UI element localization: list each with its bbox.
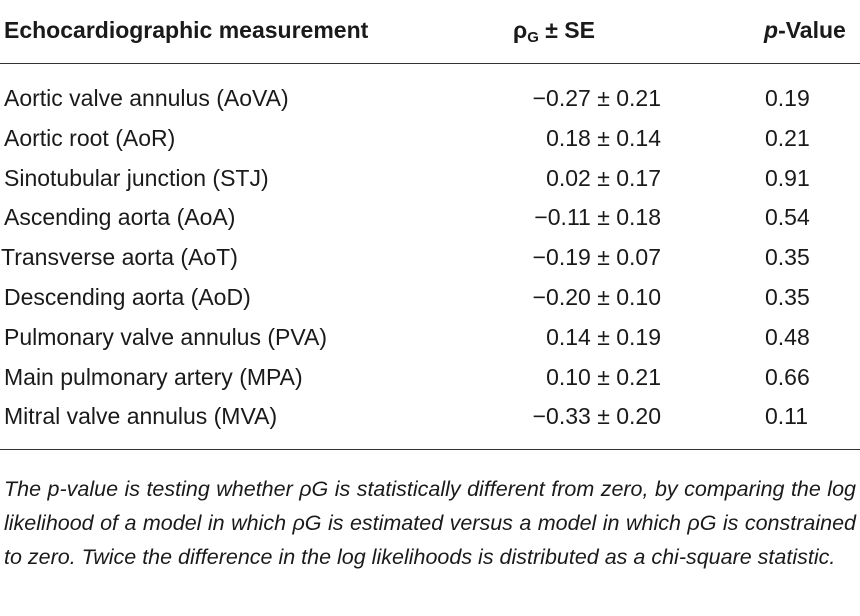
cell-rho: 0.02 ± 0.17 bbox=[546, 164, 661, 191]
table-row: Ascending aorta (AoA) −0.11 ± 0.18 0.54 bbox=[0, 200, 860, 240]
header-rho-se: ρG ± SE bbox=[513, 17, 595, 46]
table-row: Pulmonary valve annulus (PVA) 0.14 ± 0.1… bbox=[0, 320, 860, 360]
cell-p-value: 0.21 bbox=[765, 124, 810, 151]
cell-rho: −0.27 ± 0.21 bbox=[532, 85, 661, 111]
cell-measurement: Main pulmonary artery (MPA) bbox=[4, 363, 303, 390]
cell-measurement: Transverse aorta (AoT) bbox=[1, 244, 238, 271]
cell-measurement: Aortic root (AoR) bbox=[4, 124, 176, 151]
cell-measurement: Aortic valve annulus (AoVA) bbox=[4, 85, 289, 111]
header-rho-suffix: ± SE bbox=[538, 17, 595, 43]
cell-p-value: 0.11 bbox=[765, 403, 809, 430]
cell-rho: 0.18 ± 0.14 bbox=[546, 124, 661, 151]
cell-p-value: 0.48 bbox=[765, 323, 810, 350]
cell-measurement: Pulmonary valve annulus (PVA) bbox=[4, 323, 327, 350]
results-table: Echocardiographic measurement ρG ± SE p-… bbox=[0, 0, 860, 569]
cell-p-value: 0.35 bbox=[765, 283, 810, 310]
table-header: Echocardiographic measurement ρG ± SE p-… bbox=[0, 0, 860, 62]
table-row: Aortic root (AoR) 0.18 ± 0.14 0.21 bbox=[0, 121, 860, 161]
table-row: Main pulmonary artery (MPA) 0.10 ± 0.21 … bbox=[0, 360, 860, 400]
cell-measurement: Descending aorta (AoD) bbox=[4, 283, 251, 310]
table-row: Sinotubular junction (STJ) 0.02 ± 0.17 0… bbox=[0, 161, 860, 201]
header-rule bbox=[0, 63, 860, 64]
cell-p-value: 0.54 bbox=[765, 204, 810, 231]
table-body: Aortic valve annulus (AoVA) −0.27 ± 0.21… bbox=[0, 81, 860, 439]
table-row: Mitral valve annulus (MVA) −0.33 ± 0.20 … bbox=[0, 399, 860, 439]
cell-measurement: Mitral valve annulus (MVA) bbox=[4, 403, 278, 430]
table-footnote: The p-value is testing whether ρG is sta… bbox=[4, 477, 856, 569]
header-p-suffix: -Value bbox=[778, 17, 846, 43]
header-rho-symbol: ρ bbox=[513, 17, 528, 43]
cell-rho: −0.19 ± 0.07 bbox=[532, 244, 661, 271]
header-rho-subscript: G bbox=[527, 29, 539, 46]
footer-rule bbox=[0, 449, 860, 450]
header-p-italic: p bbox=[764, 17, 779, 43]
cell-rho: −0.20 ± 0.10 bbox=[532, 283, 661, 310]
table-row: Transverse aorta (AoT) −0.19 ± 0.07 0.35 bbox=[0, 240, 860, 280]
cell-rho: −0.33 ± 0.20 bbox=[532, 403, 661, 430]
cell-p-value: 0.19 bbox=[765, 85, 810, 111]
cell-p-value: 0.35 bbox=[765, 244, 810, 271]
table-row: Descending aorta (AoD) −0.20 ± 0.10 0.35 bbox=[0, 280, 860, 320]
table-row: Aortic valve annulus (AoVA) −0.27 ± 0.21… bbox=[0, 81, 860, 121]
cell-p-value: 0.91 bbox=[765, 164, 810, 191]
cell-rho: 0.14 ± 0.19 bbox=[546, 323, 661, 350]
cell-p-value: 0.66 bbox=[765, 363, 810, 390]
cell-measurement: Ascending aorta (AoA) bbox=[4, 204, 236, 231]
header-measurement: Echocardiographic measurement bbox=[4, 17, 369, 43]
cell-measurement: Sinotubular junction (STJ) bbox=[4, 164, 269, 191]
header-p-value: p-Value bbox=[764, 17, 846, 44]
cell-rho: 0.10 ± 0.21 bbox=[546, 363, 661, 390]
cell-rho: −0.11 ± 0.18 bbox=[534, 204, 661, 231]
